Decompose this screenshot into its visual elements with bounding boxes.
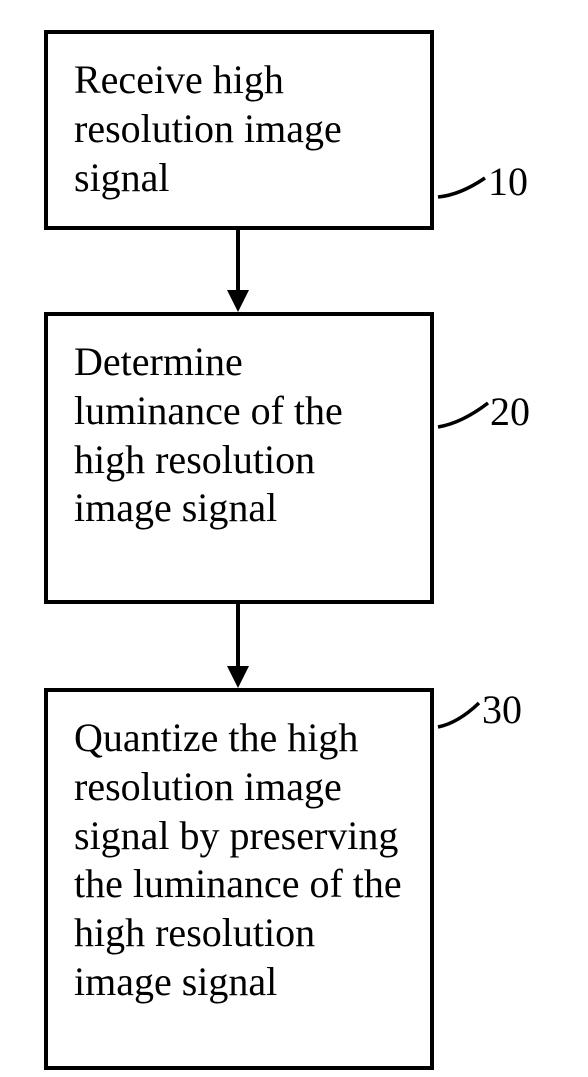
callout-line: [0, 0, 588, 1077]
node-label-30: 30: [482, 686, 522, 733]
label-text: 30: [482, 687, 522, 732]
flowchart-canvas: Receive high resolution image signal 10 …: [0, 0, 588, 1077]
